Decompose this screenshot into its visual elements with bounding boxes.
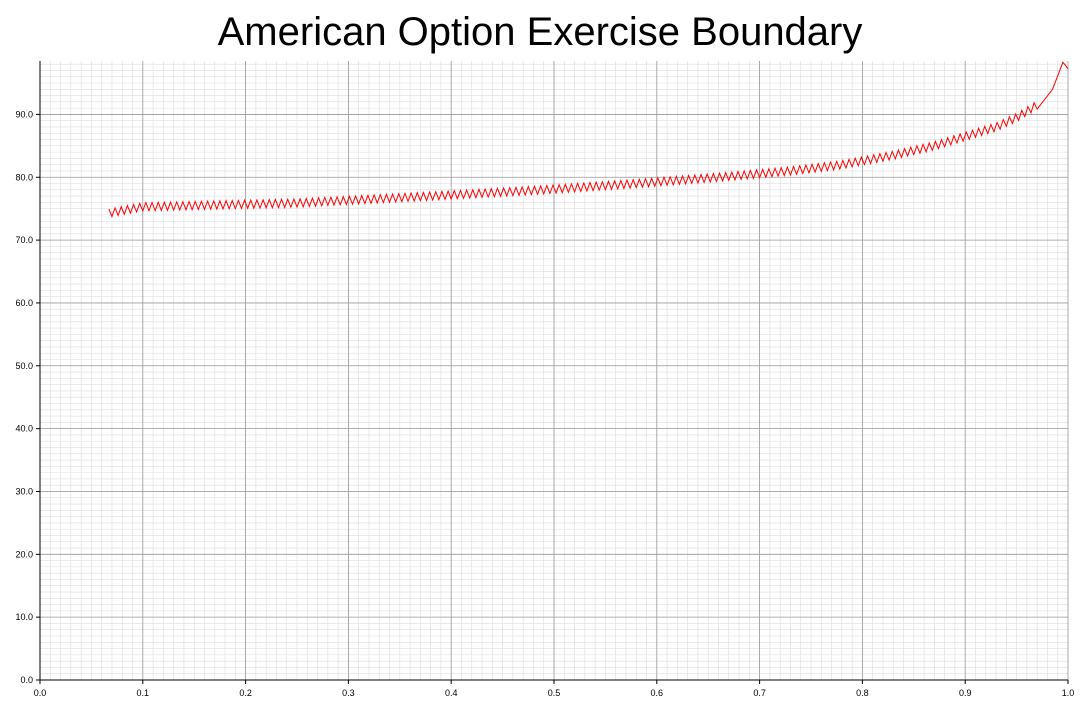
y-axis-ticks: 0.0 10.0 20.0 30.0 40.0 50.0 60.0 70.0 80.0 90.0 — [15, 109, 40, 685]
y-tick-label: 90.0 — [15, 109, 33, 119]
y-tick-label: 40.0 — [15, 424, 33, 434]
y-tick-label: 10.0 — [15, 612, 33, 622]
series-line-0 — [108, 61, 1069, 219]
x-tick-label: 0.9 — [959, 688, 972, 698]
y-tick-label: 70.0 — [15, 235, 33, 245]
x-axis-ticks: 0.0 0.1 0.2 0.3 0.4 0.5 0.6 0.7 0.8 0.9 1.0 — [34, 680, 1075, 698]
x-tick-label: 1.0 — [1062, 688, 1075, 698]
y-tick-label: 60.0 — [15, 298, 33, 308]
x-tick-label: 0.1 — [137, 688, 150, 698]
x-tick-label: 0.4 — [445, 688, 458, 698]
y-tick-label: 0.0 — [20, 675, 33, 685]
x-tick-label: 0.7 — [753, 688, 766, 698]
x-tick-label: 0.0 — [34, 688, 47, 698]
x-tick-label: 0.5 — [548, 688, 561, 698]
x-tick-label: 0.2 — [239, 688, 252, 698]
x-tick-label: 0.6 — [651, 688, 664, 698]
y-tick-label: 80.0 — [15, 172, 33, 182]
series-group — [108, 61, 1069, 219]
chart-title: American Option Exercise Boundary — [217, 10, 863, 54]
y-tick-label: 50.0 — [15, 361, 33, 371]
x-tick-label: 0.3 — [342, 688, 355, 698]
y-tick-label: 20.0 — [15, 549, 33, 559]
y-tick-label: 30.0 — [15, 486, 33, 496]
x-tick-label: 0.8 — [856, 688, 869, 698]
